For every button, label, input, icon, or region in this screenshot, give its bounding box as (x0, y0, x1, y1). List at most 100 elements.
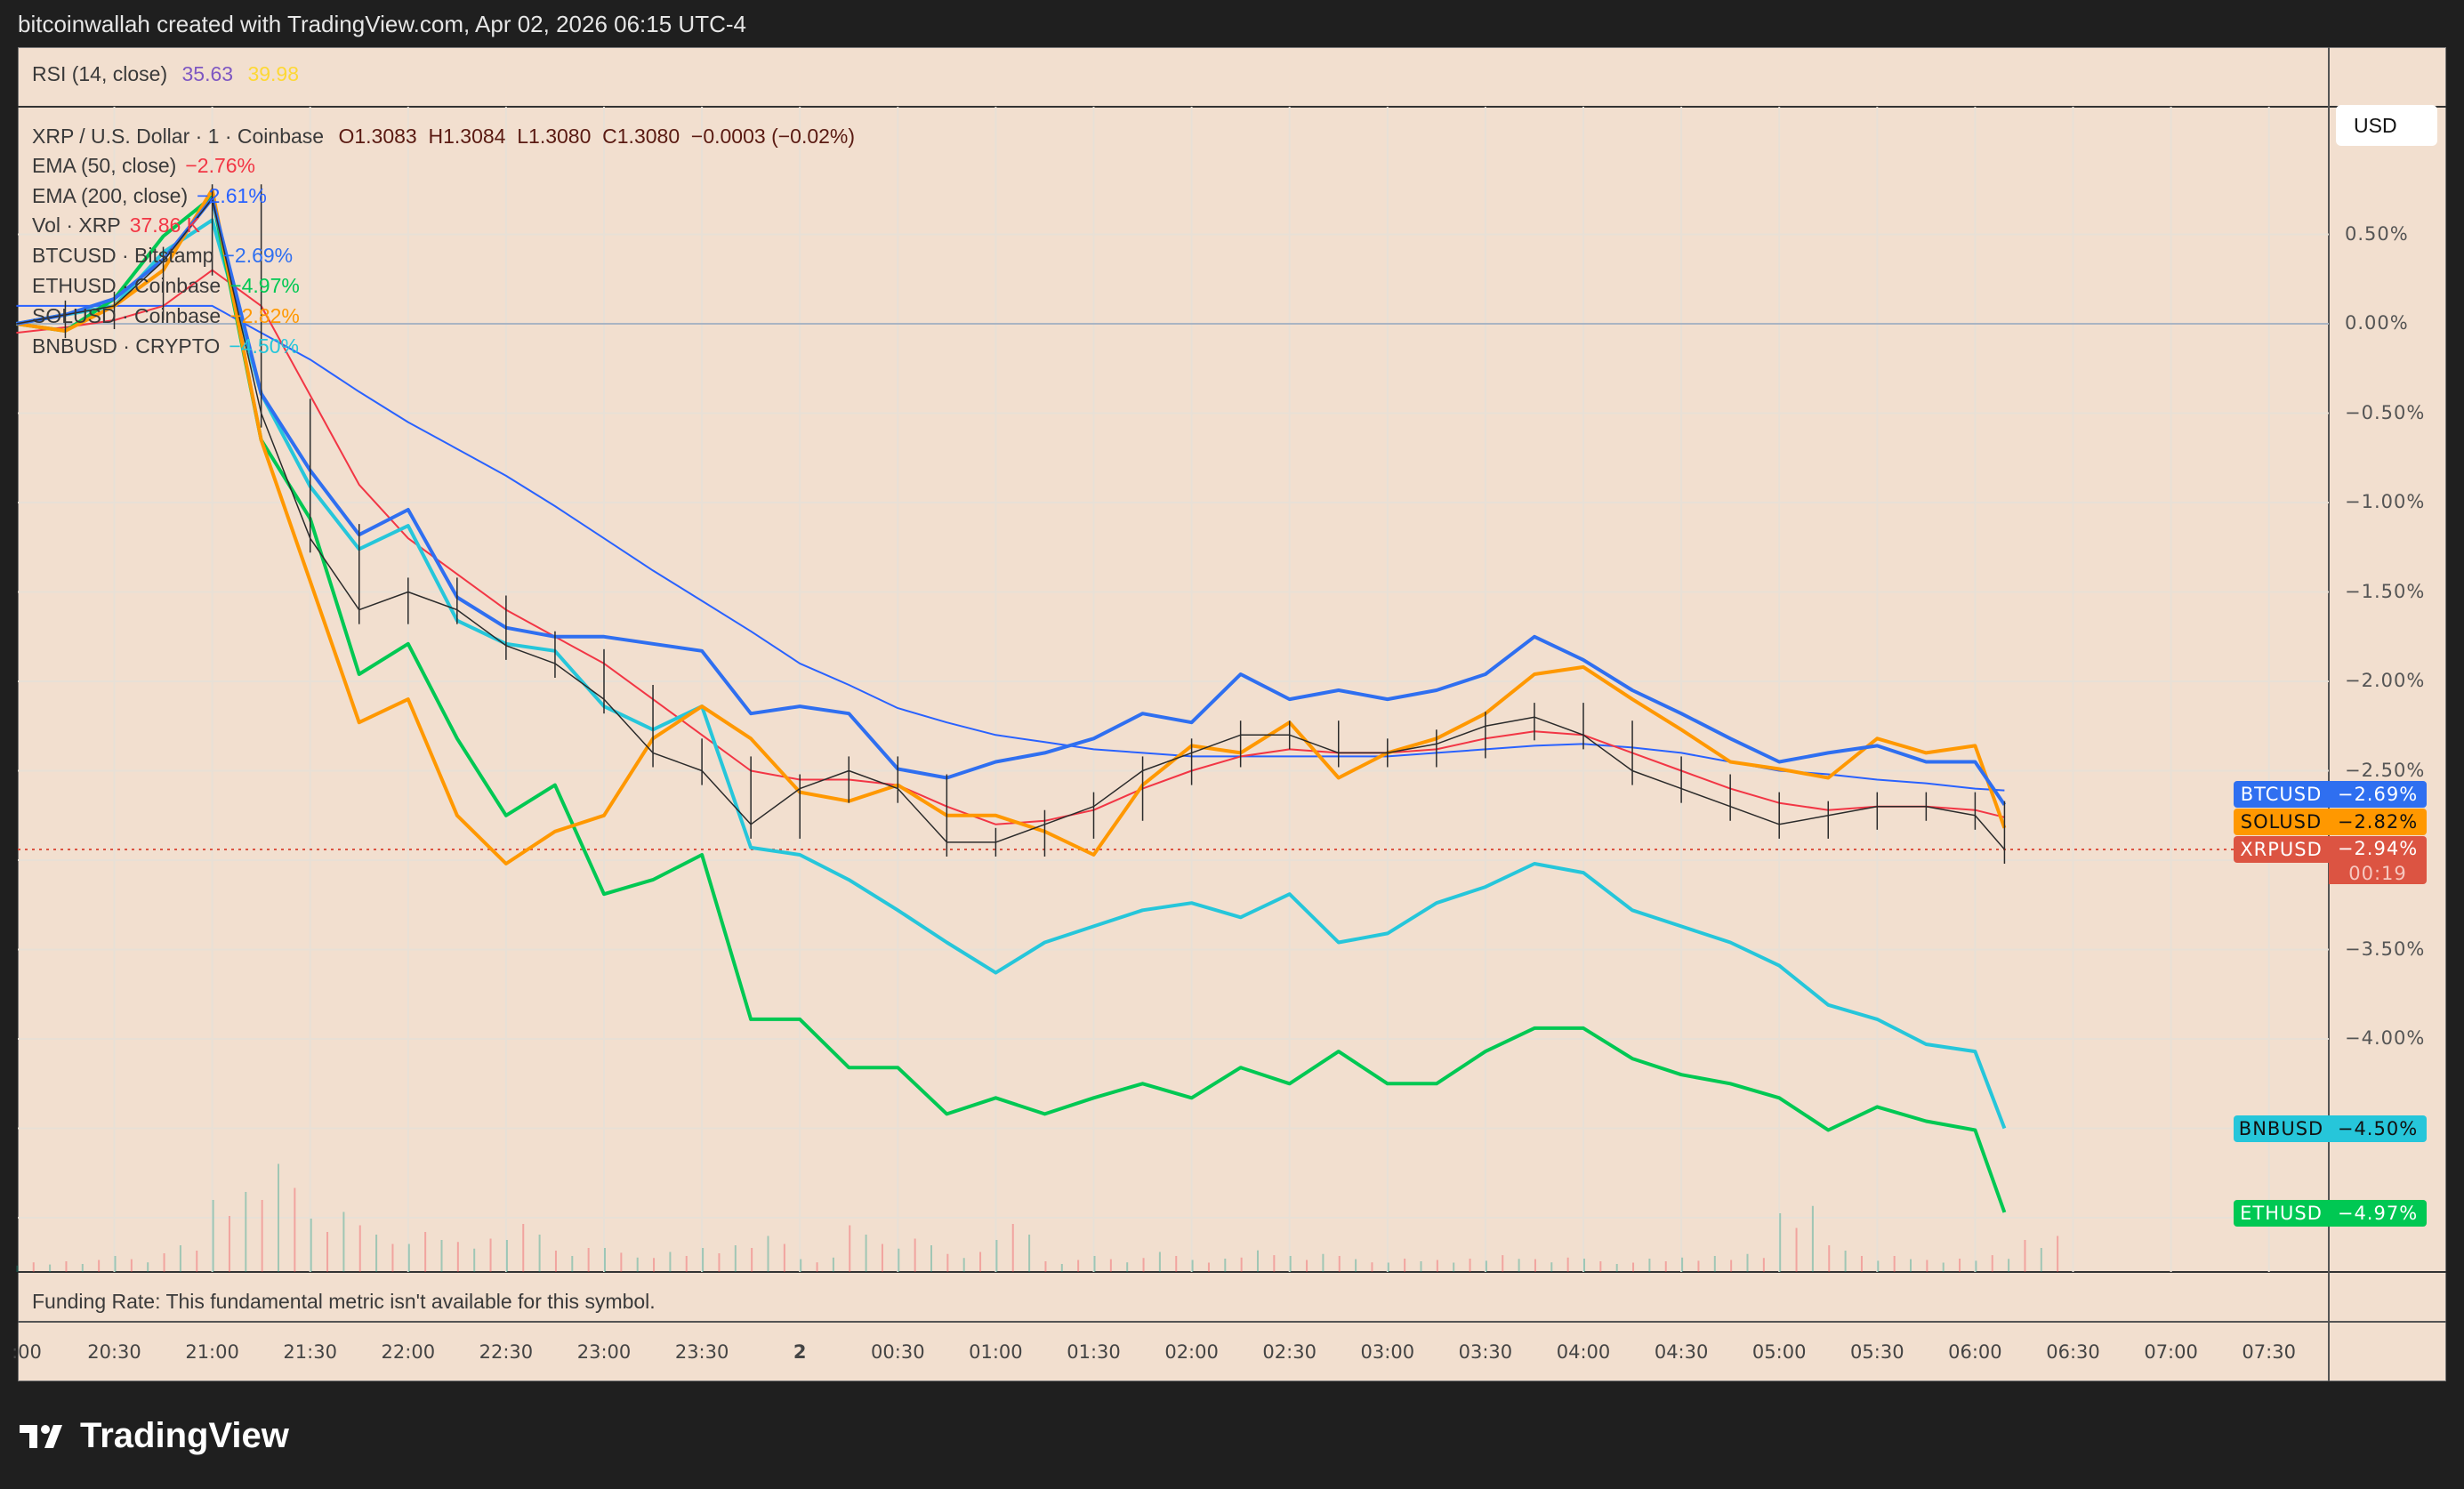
volume-bar (1191, 1260, 1194, 1272)
volume-bar (2024, 1240, 2026, 1272)
volume-bar (1257, 1250, 1259, 1272)
xrp-series-line (16, 197, 2005, 850)
volume-bar (2040, 1248, 2042, 1272)
volume-bar (1975, 1260, 1977, 1272)
ohlc-values: O1.3083 H1.3084 L1.3080 C1.3080 −0.0003 … (338, 125, 856, 148)
price-tick-label: −1.50% (2345, 580, 2426, 602)
legend-ema200[interactable]: EMA (200, close) −2.61% (32, 184, 276, 208)
volume-bar (1860, 1256, 1863, 1272)
legend-volume[interactable]: Vol · XRP 37.86 K (32, 213, 209, 237)
volume-bar (898, 1248, 900, 1272)
volume-bar (1730, 1260, 1733, 1272)
volume-bar (49, 1264, 52, 1272)
volume-bar (816, 1262, 818, 1272)
rsi-label: RSI (14, close) (32, 62, 168, 85)
volume-bar (1355, 1259, 1357, 1272)
volume-bar (1207, 1262, 1210, 1272)
volume-bar (98, 1260, 101, 1272)
volume-bar (473, 1248, 476, 1272)
legend-btcusd[interactable]: BTCUSD · Bitstamp −2.69% (32, 244, 302, 268)
price-tick-label: −2.50% (2345, 759, 2426, 781)
volume-bar (1028, 1235, 1031, 1272)
legend-bnbusd[interactable]: BNBUSD · CRYPTO −4.50% (32, 334, 308, 358)
volume-bar (1142, 1258, 1145, 1272)
bnbusd-label: BNBUSD · CRYPTO (32, 334, 221, 358)
volume-bar (1697, 1260, 1700, 1272)
ethusd-value: −4.97% (229, 274, 300, 297)
legend-solusd[interactable]: SOLUSD · Coinbase −2.82% (32, 304, 309, 328)
chart-frame[interactable] (18, 47, 2446, 1381)
volume-bar (1632, 1262, 1635, 1272)
symbol-legend[interactable]: XRP / U.S. Dollar · 1 · Coinbase O1.3083… (32, 125, 864, 149)
rsi-legend[interactable]: RSI (14, close) 35.63 39.98 (32, 62, 308, 86)
volume-bar (914, 1238, 916, 1272)
legend-ema50[interactable]: EMA (50, close) −2.76% (32, 154, 264, 178)
volume-bar (946, 1253, 949, 1272)
volume-bar (228, 1216, 230, 1272)
volume-bar (81, 1264, 84, 1272)
btcusd-label: BTCUSD · Bitstamp (32, 244, 214, 267)
legend-ethusd[interactable]: ETHUSD · Coinbase −4.97% (32, 274, 309, 298)
volume-bar (179, 1245, 181, 1272)
volume-bar (407, 1244, 410, 1272)
xrpusd-tag-name: XRPUSD (2234, 836, 2329, 863)
volume-bar (1109, 1259, 1112, 1272)
logo-text: TradingView (80, 1416, 289, 1455)
volume-bar (669, 1252, 672, 1272)
volume-bar (620, 1252, 623, 1272)
time-tick-label: :00 (12, 1341, 42, 1363)
volume-bar (1959, 1259, 1961, 1272)
volume-bar (1615, 1264, 1618, 1272)
time-tick-label: 07:00 (2144, 1341, 2198, 1363)
time-tick-label: 02:00 (1164, 1341, 1219, 1363)
price-tick-label: −1.00% (2345, 491, 2426, 512)
bnb-series-line (16, 218, 2007, 1130)
time-tick-label: 23:30 (674, 1341, 729, 1363)
volume-bar (865, 1235, 867, 1272)
time-tick-label: 21:30 (283, 1341, 337, 1363)
volume-bar (1436, 1260, 1438, 1272)
volume-bar (979, 1252, 982, 1272)
volume-bar (1681, 1257, 1684, 1272)
volume-bar (767, 1235, 769, 1272)
volume-bar (930, 1245, 932, 1272)
volume-bar (310, 1219, 312, 1272)
volume-bar (163, 1253, 165, 1272)
ema50-label: EMA (50, close) (32, 154, 177, 177)
solusd-tag-name: SOLUSD (2234, 809, 2329, 835)
volume-bar (391, 1244, 394, 1272)
attribution-header: bitcoinwallah created with TradingView.c… (18, 11, 746, 37)
volume-bar (245, 1192, 247, 1272)
tradingview-logo[interactable]: TradingView (20, 1416, 289, 1456)
time-tick-label: 01:30 (1067, 1341, 1121, 1363)
time-tick-label: 03:30 (1458, 1341, 1513, 1363)
volume-bar (1093, 1256, 1096, 1272)
currency-button[interactable]: USD (2336, 105, 2437, 146)
volume-bar (1420, 1261, 1422, 1272)
volume-bar (995, 1240, 998, 1272)
time-tick-label: 07:30 (2242, 1341, 2296, 1363)
volume-bar (571, 1256, 574, 1272)
volume-bar (1011, 1224, 1014, 1272)
volume-bar (1453, 1262, 1455, 1272)
btcusd-tag-value: −2.69% (2329, 781, 2427, 808)
volume-bar (65, 1261, 68, 1272)
volume-bar (1550, 1262, 1553, 1272)
volume-bar (734, 1245, 737, 1272)
volume-bar (440, 1240, 443, 1272)
volume-bar (1534, 1259, 1536, 1272)
time-tick-label: 2 (793, 1341, 807, 1363)
bnbusd-tag-value: −4.50% (2329, 1115, 2427, 1142)
ethusd-tag-name: ETHUSD (2234, 1200, 2329, 1227)
volume-bar (130, 1259, 133, 1272)
volume-bar (522, 1224, 525, 1272)
volume-bar (147, 1262, 149, 1272)
time-tick-label: 06:00 (1948, 1341, 2002, 1363)
volume-bar (1664, 1261, 1667, 1272)
volume-bar (1779, 1213, 1782, 1272)
ethusd-label: ETHUSD · Coinbase (32, 274, 221, 297)
volume-bar (1240, 1257, 1243, 1272)
volume-bar (342, 1211, 345, 1272)
volume-bar (800, 1259, 802, 1272)
